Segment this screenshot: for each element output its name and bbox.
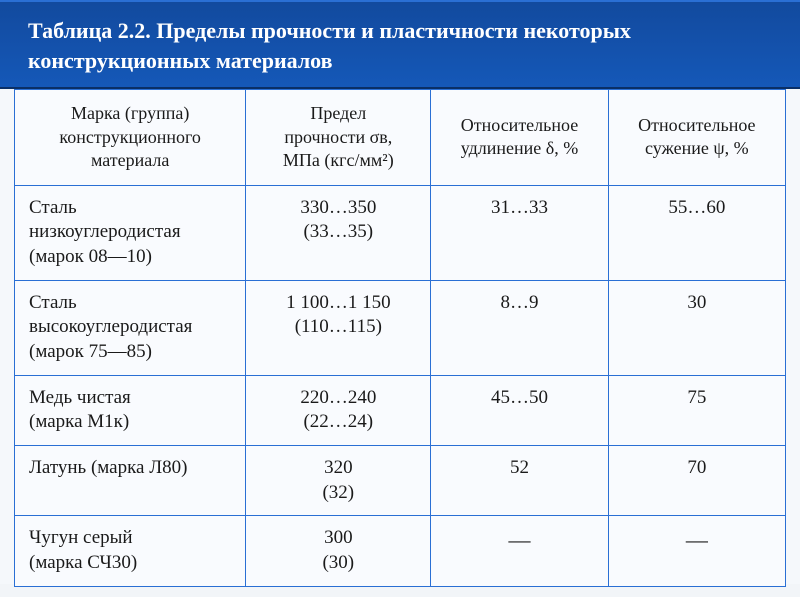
cell-material: Сталь низкоуглеродистая (марок 08—10) <box>15 185 246 280</box>
strength-main: 330…350 <box>300 197 376 218</box>
cell-elongation: — <box>431 516 608 586</box>
cell-strength: 220…240 (22…24) <box>246 375 431 445</box>
material-line: низкоуглеродистая <box>29 221 181 242</box>
table-row: Латунь (марка Л80) 320 (32) 52 70 <box>15 446 786 516</box>
cell-contraction: 70 <box>608 446 785 516</box>
cell-contraction: 55…60 <box>608 185 785 280</box>
cell-strength: 300 (30) <box>246 516 431 586</box>
col-header-text: материала <box>91 150 169 170</box>
col-header-text: Марка (группа) <box>71 103 189 123</box>
cell-contraction: 30 <box>608 280 785 375</box>
material-line: Латунь (марка Л80) <box>29 457 187 478</box>
cell-material: Латунь (марка Л80) <box>15 446 246 516</box>
table-row: Медь чистая (марка М1к) 220…240 (22…24) … <box>15 375 786 445</box>
table-container: Марка (группа) конструкционного материал… <box>0 89 800 596</box>
col-header-contraction: Относительное сужение ψ, % <box>608 90 785 185</box>
table-body: Сталь низкоуглеродистая (марок 08—10) 33… <box>15 185 786 586</box>
strength-main: 220…240 <box>300 387 376 408</box>
strength-sub: (32) <box>322 482 354 503</box>
cell-contraction: — <box>608 516 785 586</box>
material-line: (марка М1к) <box>29 411 129 432</box>
col-header-text: сужение ψ, % <box>645 138 749 158</box>
material-line: (марок 08—10) <box>29 246 152 267</box>
col-header-strength: Предел прочности σв, МПа (кгс/мм²) <box>246 90 431 185</box>
material-line: (марок 75—85) <box>29 341 152 362</box>
cell-contraction: 75 <box>608 375 785 445</box>
materials-table: Марка (группа) конструкционного материал… <box>14 89 786 586</box>
cell-elongation: 8…9 <box>431 280 608 375</box>
table-row: Сталь высокоуглеродистая (марок 75—85) 1… <box>15 280 786 375</box>
col-header-text: МПа (кгс/мм²) <box>283 150 394 170</box>
cell-material: Медь чистая (марка М1к) <box>15 375 246 445</box>
material-line: Медь чистая <box>29 387 131 408</box>
material-line: Сталь <box>29 292 77 313</box>
material-line: (марка СЧ30) <box>29 552 137 573</box>
col-header-text: прочности σв, <box>284 127 392 147</box>
cell-material: Чугун серый (марка СЧ30) <box>15 516 246 586</box>
cell-elongation: 31…33 <box>431 185 608 280</box>
table-row: Сталь низкоуглеродистая (марок 08—10) 33… <box>15 185 786 280</box>
col-header-text: Относительное <box>461 115 578 135</box>
col-header-elongation: Относительное удлинение δ, % <box>431 90 608 185</box>
col-header-text: Относительное <box>638 115 755 135</box>
col-header-text: удлинение δ, % <box>461 138 579 158</box>
col-header-text: конструкционного <box>59 127 201 147</box>
strength-sub: (22…24) <box>303 411 373 432</box>
table-header-row: Марка (группа) конструкционного материал… <box>15 90 786 185</box>
strength-sub: (110…115) <box>295 316 382 337</box>
material-line: Чугун серый <box>29 527 133 548</box>
page-root: Таблица 2.2. Пределы прочности и пластич… <box>0 0 800 584</box>
col-header-material: Марка (группа) конструкционного материал… <box>15 90 246 185</box>
cell-strength: 1 100…1 150 (110…115) <box>246 280 431 375</box>
cell-material: Сталь высокоуглеродистая (марок 75—85) <box>15 280 246 375</box>
cell-elongation: 45…50 <box>431 375 608 445</box>
strength-main: 1 100…1 150 <box>286 292 391 313</box>
col-header-text: Предел <box>310 103 366 123</box>
cell-elongation: 52 <box>431 446 608 516</box>
strength-sub: (33…35) <box>303 221 373 242</box>
strength-sub: (30) <box>322 552 354 573</box>
strength-main: 320 <box>324 457 353 478</box>
strength-main: 300 <box>324 527 353 548</box>
cell-strength: 320 (32) <box>246 446 431 516</box>
table-row: Чугун серый (марка СЧ30) 300 (30) — — <box>15 516 786 586</box>
table-title: Таблица 2.2. Пределы прочности и пластич… <box>0 0 800 89</box>
material-line: Сталь <box>29 197 77 218</box>
material-line: высокоуглеродистая <box>29 316 192 337</box>
cell-strength: 330…350 (33…35) <box>246 185 431 280</box>
